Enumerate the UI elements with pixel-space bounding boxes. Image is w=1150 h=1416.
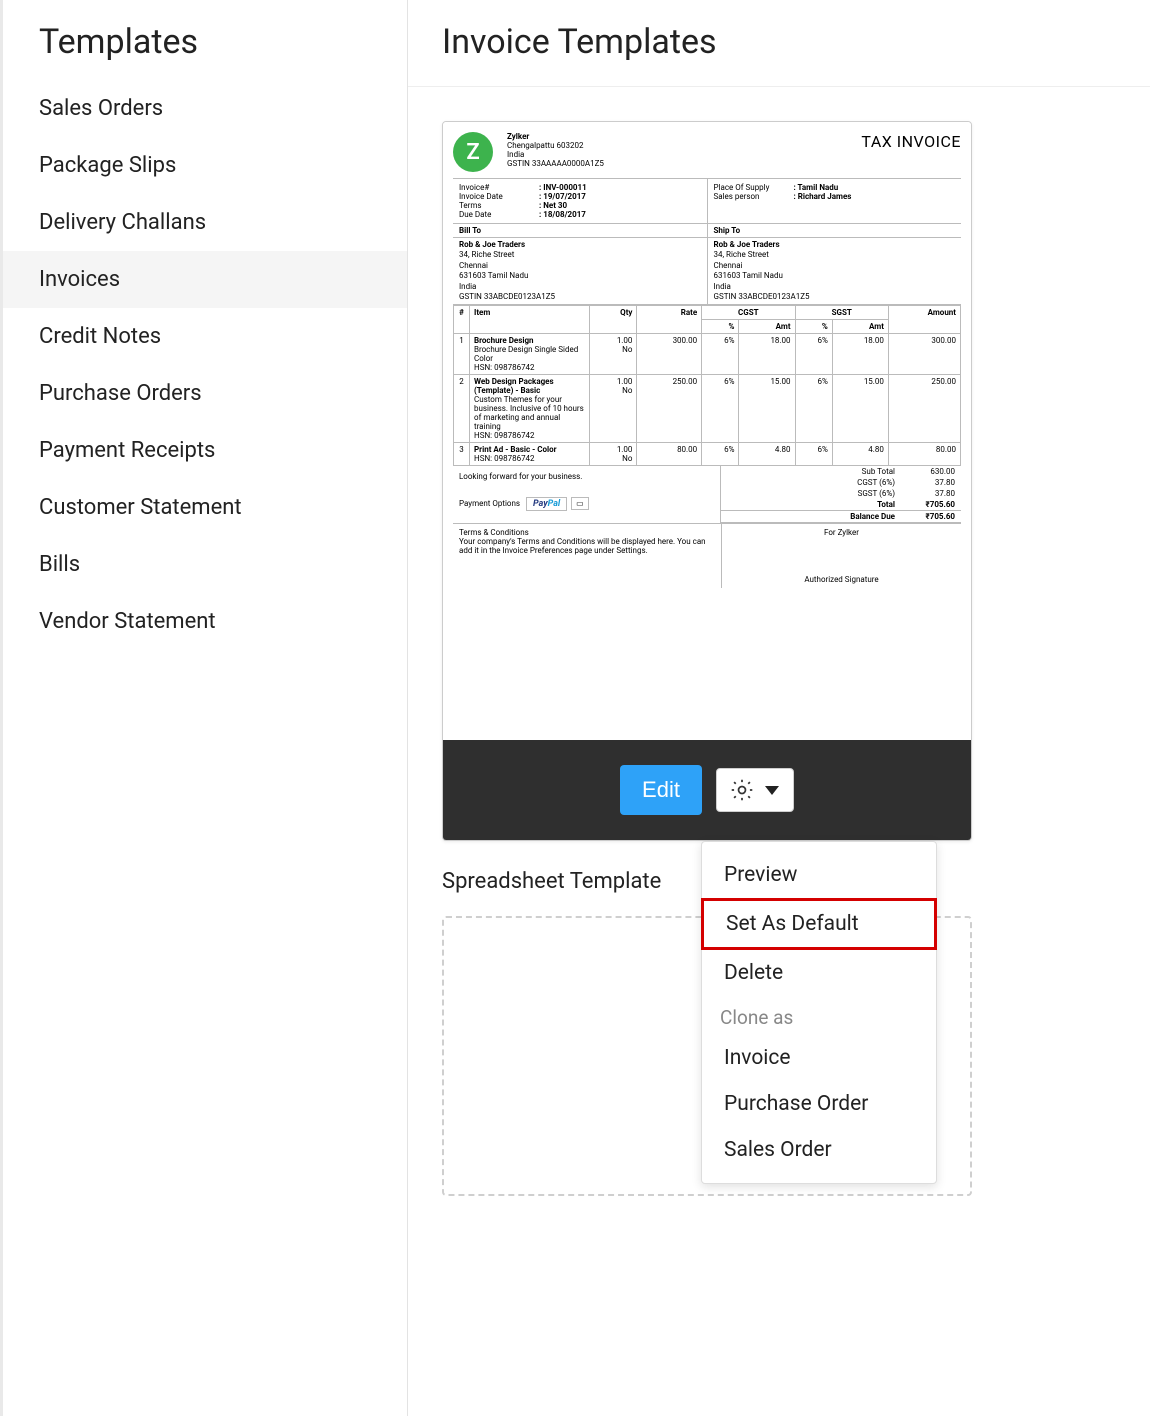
company-addr: Chengalpattu 603202	[507, 141, 604, 150]
invoice-preview: Z Zylker Chengalpattu 603202 India GSTIN…	[443, 122, 971, 740]
ship-to-address: Rob & Joe Traders 34, Riche Street Chenn…	[708, 238, 962, 304]
addr-line: India	[459, 282, 701, 292]
main-panel: Invoice Templates Z Zylker Chengalpattu …	[408, 0, 1150, 1416]
bill-to-address: Rob & Joe Traders 34, Riche Street Chenn…	[453, 238, 708, 304]
invoice-type-title: TAX INVOICE	[861, 132, 961, 151]
meta-label: Terms	[459, 201, 539, 210]
meta-label: Due Date	[459, 210, 539, 219]
terms-block: Terms & Conditions Your company's Terms …	[453, 523, 721, 588]
payment-options-label: Payment Options	[459, 499, 520, 508]
company-block: Zylker Chengalpattu 603202 India GSTIN 3…	[507, 132, 604, 168]
th-pct: %	[795, 320, 832, 334]
dropdown-item-clone-invoice[interactable]: Invoice	[702, 1035, 936, 1081]
sidebar-item-credit-notes[interactable]: Credit Notes	[3, 308, 407, 365]
sidebar-item-package-slips[interactable]: Package Slips	[3, 137, 407, 194]
invoice-meta-right: Place Of Supply: Tamil Nadu Sales person…	[708, 179, 962, 223]
addr-line: 34, Riche Street	[714, 250, 956, 260]
sidebar-item-payment-receipts[interactable]: Payment Receipts	[3, 422, 407, 479]
table-row: 2Web Design Packages (Template) - BasicC…	[454, 375, 961, 443]
template-options-dropdown: Preview Set As Default Delete Clone as I…	[701, 841, 937, 1184]
dropdown-item-delete[interactable]: Delete	[702, 950, 936, 996]
addr-name: Rob & Joe Traders	[459, 240, 701, 250]
card-icon: ▭	[571, 497, 589, 510]
company-gstin: GSTIN 33AAAAA0000A1Z5	[507, 159, 604, 168]
invoice-totals: Sub Total630.00CGST (6%)37.80SGST (6%)37…	[721, 466, 961, 523]
sidebar-item-sales-orders[interactable]: Sales Orders	[3, 80, 407, 137]
total-row: CGST (6%)37.80	[721, 477, 961, 488]
total-row: Balance Due₹705.60	[721, 510, 961, 523]
invoice-bottom-left: Looking forward for your business. Payme…	[453, 466, 721, 523]
th-rate: Rate	[637, 306, 702, 334]
bill-to-label: Bill To	[453, 224, 708, 237]
sidebar-title: Templates	[3, 22, 407, 80]
dropdown-item-clone-sales-order[interactable]: Sales Order	[702, 1127, 936, 1173]
dropdown-item-clone-purchase-order[interactable]: Purchase Order	[702, 1081, 936, 1127]
addr-line: 34, Riche Street	[459, 250, 701, 260]
meta-label: Invoice#	[459, 183, 539, 192]
sidebar-item-vendor-statement[interactable]: Vendor Statement	[3, 593, 407, 650]
sidebar-item-bills[interactable]: Bills	[3, 536, 407, 593]
th-item: Item	[470, 306, 590, 334]
meta-value: : 19/07/2017	[539, 192, 586, 201]
sidebar-item-purchase-orders[interactable]: Purchase Orders	[3, 365, 407, 422]
looking-forward-text: Looking forward for your business.	[459, 472, 714, 481]
meta-label: Place Of Supply	[714, 183, 794, 192]
terms-text: Your company's Terms and Conditions will…	[459, 537, 715, 555]
template-preview-card[interactable]: Z Zylker Chengalpattu 603202 India GSTIN…	[442, 121, 972, 841]
table-row: 3Print Ad - Basic - ColorHSN: 0987867421…	[454, 443, 961, 466]
dropdown-item-set-as-default[interactable]: Set As Default	[701, 898, 937, 950]
terms-label: Terms & Conditions	[459, 528, 715, 537]
page-title: Invoice Templates	[408, 22, 1150, 87]
meta-value: : Net 30	[539, 201, 567, 210]
th-amount: Amount	[888, 306, 960, 334]
sidebar-item-customer-statement[interactable]: Customer Statement	[3, 479, 407, 536]
dropdown-item-preview[interactable]: Preview	[702, 852, 936, 898]
th-qty: Qty	[590, 306, 637, 334]
company-logo-icon: Z	[453, 132, 493, 172]
th-amt: Amt	[832, 320, 888, 334]
addr-line: India	[714, 282, 956, 292]
th-sgst: SGST	[795, 306, 888, 320]
addr-gstin: GSTIN 33ABCDE0123A1Z5	[714, 292, 956, 302]
th-amt: Amt	[739, 320, 795, 334]
table-row: 1Brochure DesignBrochure Design Single S…	[454, 334, 961, 375]
invoice-line-items-table: # Item Qty Rate CGST SGST Amount % Amt %	[453, 305, 961, 466]
for-company: For Zylker	[722, 528, 961, 537]
auth-signature-label: Authorized Signature	[722, 575, 961, 584]
addr-line: 631603 Tamil Nadu	[459, 271, 701, 281]
addr-line: Chennai	[459, 261, 701, 271]
addr-line: Chennai	[714, 261, 956, 271]
sidebar-item-invoices[interactable]: Invoices	[3, 251, 407, 308]
template-actions-bar: Edit	[443, 740, 971, 840]
sidebar-item-delivery-challans[interactable]: Delivery Challans	[3, 194, 407, 251]
total-row: Total₹705.60	[721, 499, 961, 510]
meta-value: : INV-000011	[539, 183, 587, 192]
th-pct: %	[702, 320, 739, 334]
meta-label: Invoice Date	[459, 192, 539, 201]
meta-value: : 18/08/2017	[539, 210, 586, 219]
th-idx: #	[454, 306, 470, 334]
addr-line: 631603 Tamil Nadu	[714, 271, 956, 281]
ship-to-label: Ship To	[708, 224, 962, 237]
meta-value: : Tamil Nadu	[794, 183, 839, 192]
meta-value: : Richard James	[794, 192, 852, 201]
chevron-down-icon	[765, 786, 779, 795]
gear-icon	[729, 777, 755, 803]
company-country: India	[507, 150, 604, 159]
signature-block: For Zylker Authorized Signature	[721, 523, 961, 588]
addr-name: Rob & Joe Traders	[714, 240, 956, 250]
total-row: Sub Total630.00	[721, 466, 961, 477]
invoice-meta-left: Invoice#: INV-000011 Invoice Date: 19/07…	[453, 179, 708, 223]
addr-gstin: GSTIN 33ABCDE0123A1Z5	[459, 292, 701, 302]
template-options-button[interactable]	[716, 768, 794, 812]
meta-label: Sales person	[714, 192, 794, 201]
th-cgst: CGST	[702, 306, 795, 320]
company-name: Zylker	[507, 132, 604, 141]
templates-sidebar: Templates Sales Orders Package Slips Del…	[0, 0, 408, 1416]
total-row: SGST (6%)37.80	[721, 488, 961, 499]
paypal-icon: PayPal	[526, 497, 567, 511]
edit-button[interactable]: Edit	[620, 765, 702, 815]
dropdown-clone-as-label: Clone as	[702, 996, 936, 1035]
